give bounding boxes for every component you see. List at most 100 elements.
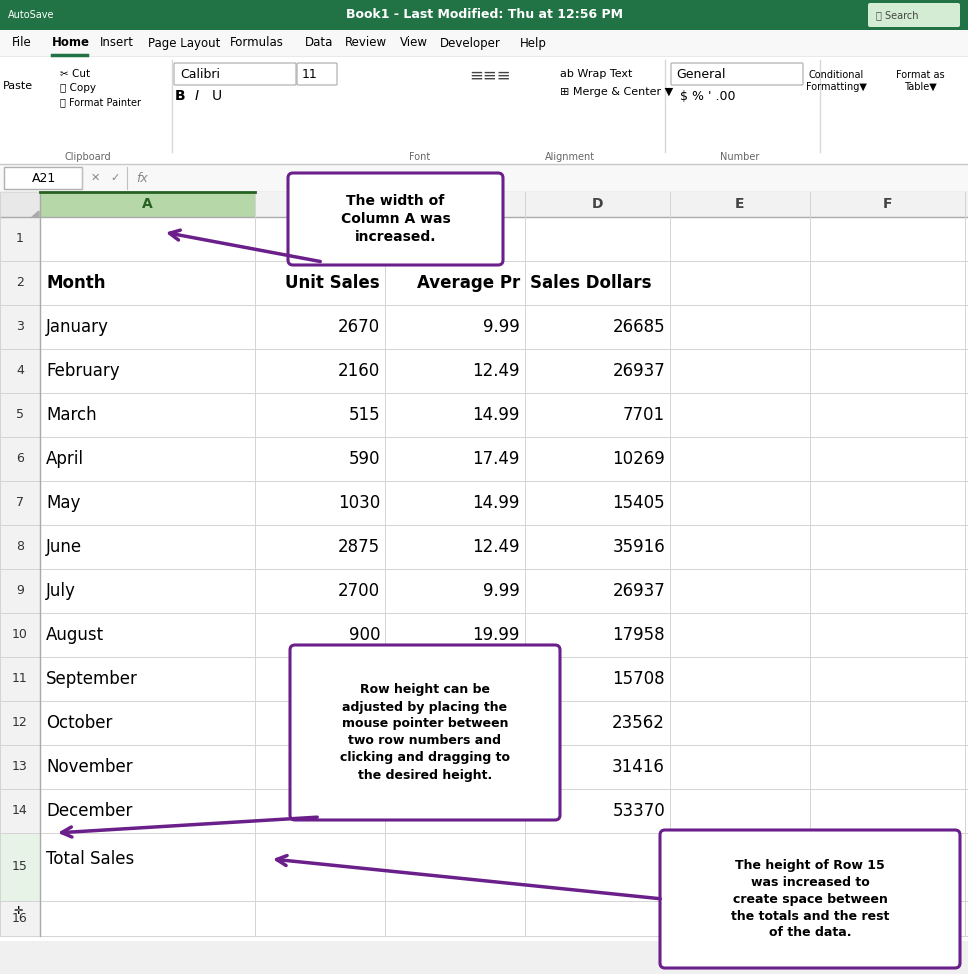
Text: 26685: 26685 — [613, 318, 665, 336]
Text: 2670: 2670 — [338, 318, 380, 336]
Text: File: File — [12, 36, 32, 50]
Bar — [0, 305, 40, 349]
Text: 14: 14 — [13, 805, 28, 817]
Text: F: F — [883, 198, 892, 211]
Text: Calibri: Calibri — [180, 67, 220, 81]
Text: View: View — [400, 36, 428, 50]
Text: Unit Sales: Unit Sales — [286, 274, 380, 292]
Text: 10: 10 — [12, 628, 28, 642]
Text: Alignment: Alignment — [545, 152, 595, 162]
Text: 26937: 26937 — [612, 582, 665, 600]
Text: 📋 Copy: 📋 Copy — [60, 83, 96, 93]
Text: 4: 4 — [16, 364, 24, 378]
Text: The height of Row 15
was increased to
create space between
the totals and the re: The height of Row 15 was increased to cr… — [731, 858, 890, 940]
Text: 14.99: 14.99 — [472, 494, 520, 512]
Bar — [40, 701, 968, 745]
Text: B: B — [315, 198, 325, 211]
Bar — [40, 192, 255, 217]
Text: 2: 2 — [16, 277, 24, 289]
Text: ✂ Cut: ✂ Cut — [60, 69, 90, 79]
Text: A: A — [142, 198, 153, 211]
Bar — [0, 701, 40, 745]
Text: 13: 13 — [13, 761, 28, 773]
Bar — [0, 192, 40, 217]
Bar — [0, 56, 968, 164]
Text: 2160: 2160 — [338, 362, 380, 380]
Text: 3: 3 — [16, 320, 24, 333]
Text: ✛: ✛ — [14, 906, 22, 916]
Text: The width of
Column A was
increased.: The width of Column A was increased. — [341, 194, 450, 244]
Bar — [0, 613, 40, 657]
FancyBboxPatch shape — [297, 63, 337, 85]
Text: 11: 11 — [302, 67, 318, 81]
Text: 15708: 15708 — [613, 670, 665, 688]
Bar — [0, 569, 40, 613]
Bar — [0, 789, 40, 833]
Bar — [0, 657, 40, 701]
Text: March: March — [46, 406, 97, 424]
FancyBboxPatch shape — [288, 173, 503, 265]
Text: Page Layout: Page Layout — [148, 36, 221, 50]
Bar — [0, 261, 40, 305]
Text: December: December — [46, 802, 133, 820]
Bar — [0, 901, 40, 936]
Text: 16: 16 — [13, 912, 28, 925]
Text: 590: 590 — [348, 450, 380, 468]
Bar — [40, 261, 968, 305]
Text: D: D — [591, 198, 603, 211]
Text: E: E — [736, 198, 744, 211]
Text: C: C — [450, 198, 460, 211]
Text: May: May — [46, 494, 80, 512]
Bar — [40, 393, 968, 437]
Text: ⊞ Merge & Center ▼: ⊞ Merge & Center ▼ — [560, 87, 673, 97]
Text: 1: 1 — [16, 233, 24, 245]
Text: 15: 15 — [12, 860, 28, 874]
Text: November: November — [46, 758, 133, 776]
Bar — [0, 481, 40, 525]
Text: April: April — [46, 450, 84, 468]
FancyBboxPatch shape — [290, 645, 560, 820]
Text: 17.49: 17.49 — [472, 450, 520, 468]
Text: 15405: 15405 — [613, 494, 665, 512]
Bar — [40, 569, 968, 613]
Text: Developer: Developer — [440, 36, 500, 50]
Bar — [0, 393, 40, 437]
Text: 5: 5 — [16, 408, 24, 422]
Bar — [40, 657, 968, 701]
FancyBboxPatch shape — [868, 3, 960, 27]
Bar — [0, 745, 40, 789]
Text: 23562: 23562 — [612, 714, 665, 732]
Text: fx: fx — [136, 171, 148, 184]
Text: 10269: 10269 — [612, 450, 665, 468]
Text: B: B — [175, 89, 186, 103]
Bar — [40, 525, 968, 569]
Bar — [40, 305, 968, 349]
Text: 17958: 17958 — [613, 626, 665, 644]
Text: June: June — [46, 538, 82, 556]
Text: $ % ' .00: $ % ' .00 — [680, 90, 736, 102]
Bar — [40, 349, 968, 393]
Text: Book1 - Last Modified: Thu at 12:56 PM: Book1 - Last Modified: Thu at 12:56 PM — [346, 9, 622, 21]
Bar — [0, 217, 40, 261]
Text: 1030: 1030 — [338, 494, 380, 512]
Text: Data: Data — [305, 36, 333, 50]
Text: Home: Home — [52, 36, 90, 50]
Text: 8: 8 — [16, 541, 24, 553]
Text: ≡≡≡: ≡≡≡ — [469, 67, 511, 85]
FancyBboxPatch shape — [660, 830, 960, 968]
Text: 31416: 31416 — [612, 758, 665, 776]
Text: October: October — [46, 714, 112, 732]
Text: General: General — [676, 67, 725, 81]
Text: 26937: 26937 — [612, 362, 665, 380]
Text: ab Wrap Text: ab Wrap Text — [560, 69, 632, 79]
Text: 7701: 7701 — [622, 406, 665, 424]
Text: ✕: ✕ — [90, 173, 100, 183]
Bar — [0, 30, 968, 56]
Bar — [0, 437, 40, 481]
Text: 12.49: 12.49 — [472, 538, 520, 556]
Text: 12: 12 — [13, 717, 28, 730]
Text: February: February — [46, 362, 120, 380]
Text: 19.99: 19.99 — [472, 626, 520, 644]
Text: U: U — [212, 89, 222, 103]
Text: July: July — [46, 582, 76, 600]
